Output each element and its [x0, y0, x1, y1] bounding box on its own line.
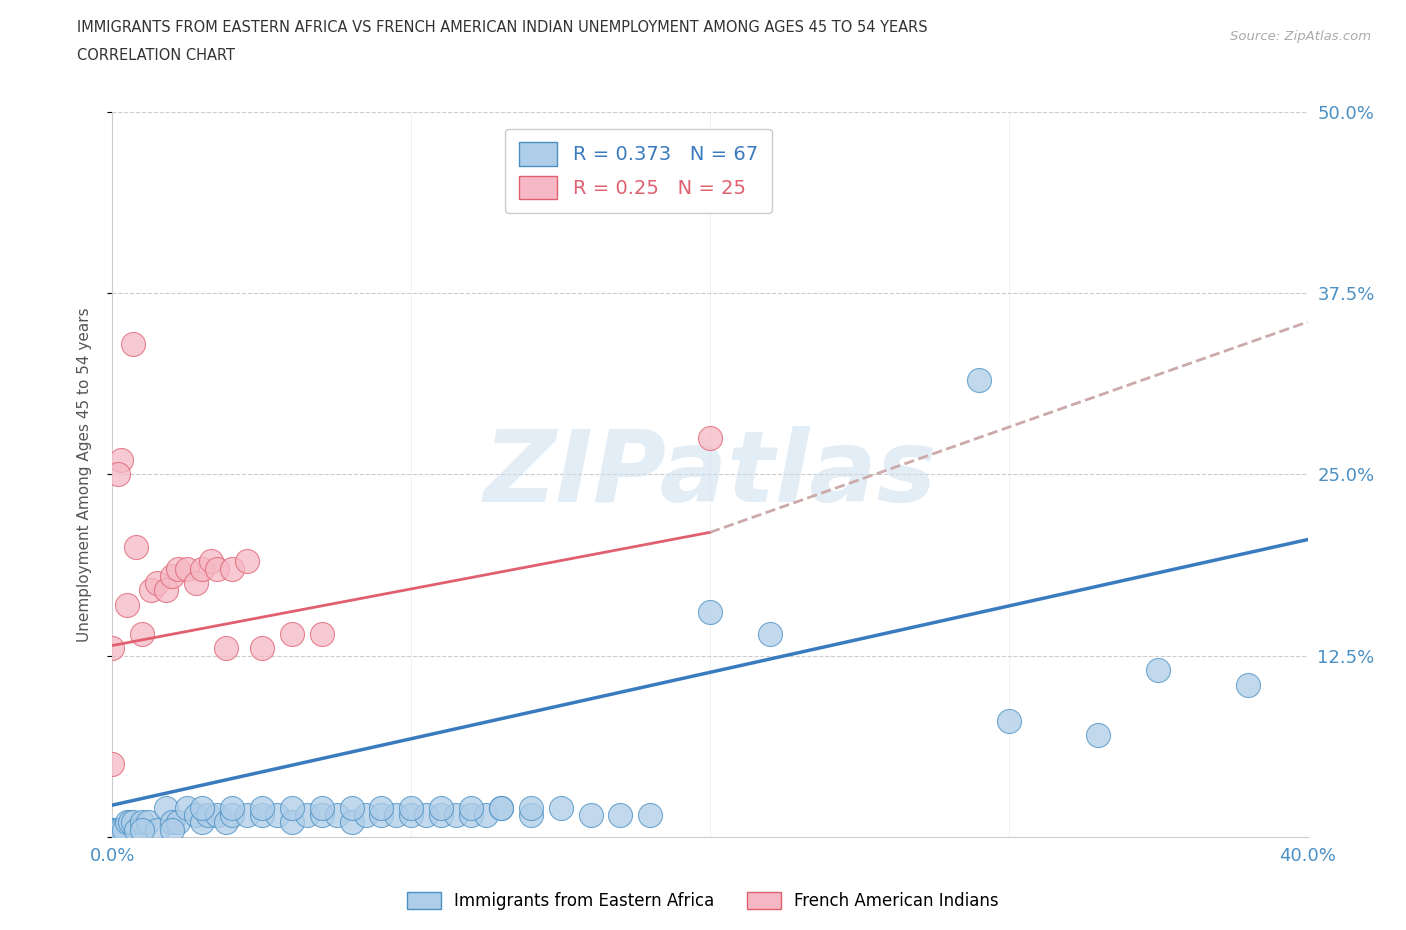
Point [460, 801, 482, 816]
Legend: Immigrants from Eastern Africa, French American Indians: Immigrants from Eastern Africa, French A… [401, 885, 1005, 917]
Point [250, 641, 273, 656]
Point [191, 561, 214, 576]
Point [176, 561, 198, 576]
Point [236, 808, 259, 823]
Point [155, 583, 177, 598]
Text: ZIPatlas: ZIPatlas [484, 426, 936, 523]
Point [162, 815, 183, 830]
Point [370, 801, 392, 816]
Point [609, 808, 631, 823]
Point [460, 808, 482, 823]
Point [138, 815, 160, 830]
Text: IMMIGRANTS FROM EASTERN AFRICA VS FRENCH AMERICAN INDIAN UNEMPLOYMENT AMONG AGES: IMMIGRANTS FROM EASTERN AFRICA VS FRENCH… [77, 20, 928, 35]
Text: CORRELATION CHART: CORRELATION CHART [77, 48, 235, 63]
Point [104, 822, 127, 837]
Point [221, 801, 243, 816]
Point [122, 337, 145, 352]
Point [1147, 663, 1170, 678]
Point [191, 815, 214, 830]
Point [110, 452, 132, 467]
Point [167, 561, 190, 576]
Point [146, 576, 169, 591]
Legend: R = 0.373   N = 67, R = 0.25   N = 25: R = 0.373 N = 67, R = 0.25 N = 25 [505, 128, 772, 213]
Point [520, 808, 543, 823]
Point [401, 808, 423, 823]
Point [131, 627, 153, 642]
Point [215, 641, 238, 656]
Point [325, 808, 347, 823]
Point [101, 822, 124, 837]
Point [191, 801, 214, 816]
Point [1237, 677, 1260, 692]
Point [155, 801, 177, 816]
Point [221, 808, 243, 823]
Point [759, 627, 782, 642]
Point [162, 822, 183, 837]
Point [475, 808, 498, 823]
Point [520, 801, 543, 816]
Point [117, 597, 139, 612]
Point [699, 604, 721, 619]
Point [205, 561, 228, 576]
Point [281, 815, 304, 830]
Point [250, 801, 273, 816]
Point [186, 576, 208, 591]
Point [221, 561, 243, 576]
Point [579, 808, 602, 823]
Point [107, 467, 129, 482]
Point [311, 808, 333, 823]
Point [110, 822, 132, 837]
Point [167, 815, 190, 830]
Point [186, 808, 208, 823]
Point [114, 822, 135, 837]
Point [281, 801, 304, 816]
Point [281, 627, 304, 642]
Point [125, 539, 148, 554]
Point [101, 757, 124, 772]
Point [311, 801, 333, 816]
Point [311, 627, 333, 642]
Point [640, 808, 662, 823]
Point [430, 808, 453, 823]
Point [401, 801, 423, 816]
Point [489, 801, 512, 816]
Point [200, 554, 222, 569]
Point [340, 815, 363, 830]
Point [430, 801, 453, 816]
Point [107, 822, 129, 837]
Point [266, 808, 288, 823]
Y-axis label: Unemployment Among Ages 45 to 54 years: Unemployment Among Ages 45 to 54 years [77, 307, 91, 642]
Point [117, 815, 139, 830]
Point [550, 801, 572, 816]
Point [215, 815, 238, 830]
Point [131, 822, 153, 837]
Point [385, 808, 408, 823]
Point [699, 431, 721, 445]
Text: Source: ZipAtlas.com: Source: ZipAtlas.com [1230, 30, 1371, 43]
Point [444, 808, 467, 823]
Point [356, 808, 378, 823]
Point [146, 822, 169, 837]
Point [141, 583, 163, 598]
Point [250, 808, 273, 823]
Point [489, 801, 512, 816]
Point [998, 713, 1021, 728]
Point [120, 815, 142, 830]
Point [967, 373, 990, 388]
Point [236, 554, 259, 569]
Point [101, 822, 124, 837]
Point [125, 822, 148, 837]
Point [101, 641, 124, 656]
Point [340, 801, 363, 816]
Point [197, 808, 219, 823]
Point [370, 808, 392, 823]
Point [131, 815, 153, 830]
Point [1087, 728, 1109, 743]
Point [162, 568, 183, 583]
Point [205, 808, 228, 823]
Point [122, 815, 145, 830]
Point [415, 808, 437, 823]
Point [176, 801, 198, 816]
Point [295, 808, 318, 823]
